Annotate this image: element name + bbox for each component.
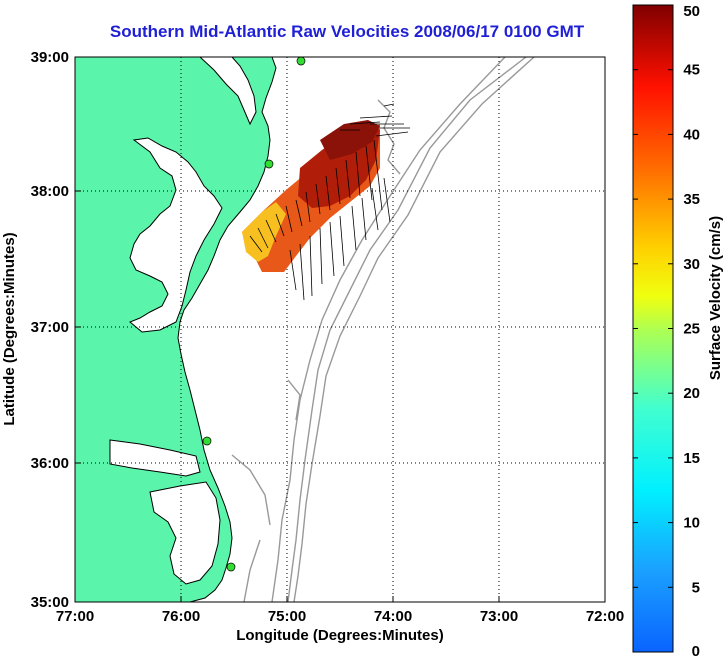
y-tick-label: 35:00 [31, 594, 69, 611]
pamlico-sound [149, 481, 221, 585]
x-tick-label: 76:00 [162, 608, 200, 625]
delaware-bay [199, 57, 257, 126]
colorbar-tick-label: 50 [683, 3, 700, 20]
colorbar-tick-label: 45 [683, 62, 700, 79]
velocity-patch-north [320, 120, 380, 160]
x-tick-label: 74:00 [374, 608, 412, 625]
y-tick-label: 38:00 [31, 183, 69, 200]
colorbar [632, 4, 674, 653]
colorbar-label: Surface Velocity (cm/s) [707, 216, 724, 380]
colorbar-tick-label: 15 [683, 450, 700, 467]
velocity-vectors [249, 103, 410, 301]
colorbar-tick-label: 20 [683, 385, 700, 402]
station-marker [202, 436, 212, 446]
chesapeake-bay [129, 137, 223, 333]
x-tick-label: 75:00 [268, 608, 306, 625]
x-tick-label: 73:00 [480, 608, 518, 625]
radar-stations [202, 57, 306, 572]
albemarle-sound [109, 439, 201, 477]
colorbar-tick-label: 35 [683, 191, 700, 208]
y-axis-label: Latitude (Degrees:Minutes) [1, 232, 18, 425]
colorbar-tick-label: 5 [692, 579, 700, 596]
map-title: Southern Mid-Atlantic Raw Velocities 200… [109, 22, 585, 41]
bathymetry-contours [231, 57, 535, 602]
plot-frame [74, 56, 606, 603]
y-tick-label: 39:00 [31, 49, 69, 66]
x-tick-label: 72:00 [586, 608, 624, 625]
y-tick-label: 36:00 [31, 455, 69, 472]
velocity-patch-yellow [242, 202, 286, 262]
x-axis-label: Longitude (Degrees:Minutes) [236, 627, 444, 644]
colorbar-tick-label: 25 [683, 321, 700, 338]
colorbar-tick-label: 30 [683, 256, 700, 273]
velocity-field [242, 103, 410, 301]
colorbar-ticks: 0 5 10 15 20 25 30 35 40 45 50 [633, 3, 700, 659]
colorbar-tick-label: 0 [692, 643, 700, 659]
colorbar-tick-label: 40 [683, 126, 700, 143]
y-tick-label: 37:00 [31, 319, 69, 336]
x-tick-label: 77:00 [56, 608, 94, 625]
station-marker [264, 159, 274, 169]
colorbar-tick-label: 10 [683, 515, 700, 532]
station-marker [296, 57, 306, 66]
station-marker [226, 562, 236, 572]
tick-marks [75, 190, 500, 602]
